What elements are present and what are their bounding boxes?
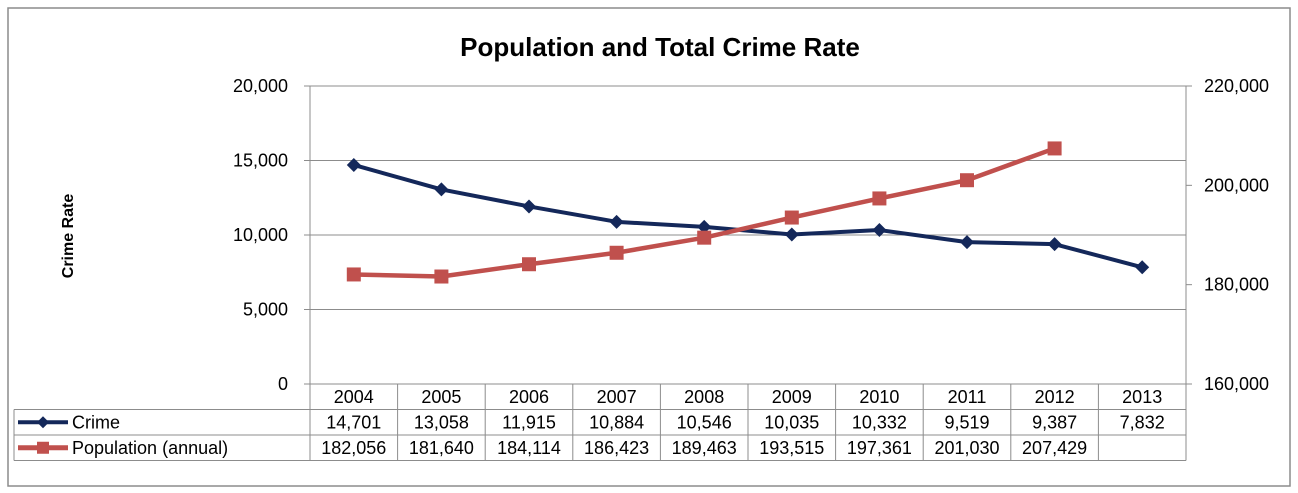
data-label: 10,884 bbox=[589, 412, 644, 432]
data-label: 13,058 bbox=[414, 412, 469, 432]
data-point bbox=[960, 235, 974, 250]
data-label: 10,546 bbox=[677, 412, 732, 432]
data-label: 186,423 bbox=[584, 438, 649, 458]
y2-tick-label: 180,000 bbox=[1204, 275, 1269, 295]
data-label: 9,519 bbox=[944, 412, 989, 432]
axes: 0 5,000 10,000 15,000 20,000 160,000 180,000 20… bbox=[233, 76, 1269, 394]
data-point bbox=[960, 173, 974, 188]
data-point bbox=[784, 227, 799, 242]
data-label: 9,387 bbox=[1032, 412, 1077, 432]
y2-tick-label: 200,000 bbox=[1204, 175, 1269, 195]
data-point bbox=[872, 223, 887, 238]
series-line bbox=[353, 163, 1143, 270]
data-label: 11,915 bbox=[502, 412, 556, 432]
data-point bbox=[346, 157, 361, 172]
y-tick-label: 5,000 bbox=[243, 300, 288, 320]
y-tick-label: 0 bbox=[278, 374, 288, 394]
data-label: 14,701 bbox=[326, 412, 381, 432]
data-label: 10,332 bbox=[852, 412, 907, 432]
category-label: 2009 bbox=[772, 387, 812, 407]
data-point bbox=[697, 230, 712, 245]
category-label: 2011 bbox=[948, 387, 987, 407]
category-label: 2012 bbox=[1035, 387, 1075, 407]
legend-key-marker bbox=[37, 441, 49, 454]
data-label: 197,361 bbox=[847, 438, 912, 458]
data-label: 207,429 bbox=[1022, 438, 1087, 458]
data-table: 2004 2005 2006 2007 2008 2009 2010 2011 2012 2013… bbox=[13, 383, 1187, 461]
category-label: 2013 bbox=[1122, 387, 1162, 407]
chart-title: Population and Total Crime Rate bbox=[460, 32, 860, 62]
data-point bbox=[1047, 141, 1062, 156]
data-label: 7,832 bbox=[1120, 412, 1165, 432]
data-label: 10,035 bbox=[764, 412, 819, 432]
data-label: 182,056 bbox=[321, 438, 386, 458]
data-point bbox=[609, 245, 624, 260]
data-label: 181,640 bbox=[409, 438, 474, 458]
data-label: 193,515 bbox=[759, 438, 824, 458]
data-point bbox=[434, 182, 449, 197]
legend-entry: Population (annual) bbox=[72, 438, 228, 458]
y-tick-label: 20,000 bbox=[233, 76, 288, 96]
category-label: 2004 bbox=[334, 387, 374, 407]
series bbox=[346, 141, 1150, 284]
data-point bbox=[609, 214, 624, 229]
data-label: 184,114 bbox=[497, 438, 561, 458]
data-point bbox=[1135, 260, 1150, 275]
y-tick-label: 15,000 bbox=[233, 151, 288, 171]
data-label: 189,463 bbox=[672, 438, 737, 458]
y-axis-label: Crime Rate bbox=[60, 194, 77, 279]
category-label: 2010 bbox=[859, 387, 899, 407]
legend-key-marker bbox=[37, 416, 49, 429]
y-tick-label: 10,000 bbox=[233, 225, 288, 245]
data-point bbox=[784, 210, 799, 225]
data-point bbox=[1047, 237, 1062, 252]
category-label: 2006 bbox=[509, 387, 549, 407]
data-point bbox=[697, 219, 712, 234]
data-point bbox=[872, 191, 887, 206]
data-label: 201,030 bbox=[934, 438, 999, 458]
category-label: 2008 bbox=[684, 387, 724, 407]
data-point bbox=[522, 257, 536, 272]
data-point bbox=[434, 269, 449, 284]
legend-entry: Crime bbox=[72, 412, 120, 432]
category-label: 2005 bbox=[421, 387, 461, 407]
data-point bbox=[522, 199, 536, 214]
data-point bbox=[346, 267, 361, 282]
y2-tick-label: 220,000 bbox=[1204, 76, 1269, 96]
category-label: 2007 bbox=[597, 387, 637, 407]
y2-tick-label: 160,000 bbox=[1204, 374, 1269, 394]
